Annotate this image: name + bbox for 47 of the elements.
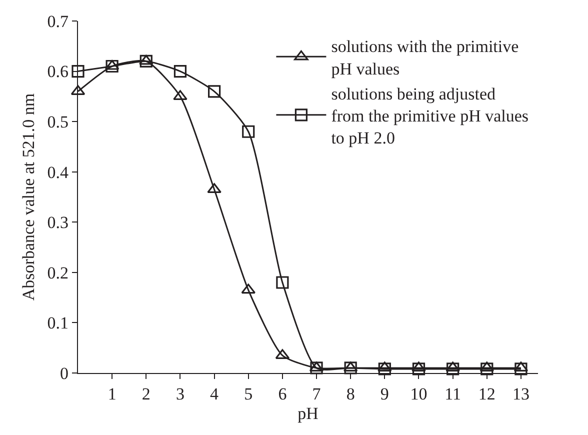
y-tick-label: 0.1 <box>47 314 68 333</box>
point <box>446 362 460 372</box>
point <box>241 284 256 294</box>
point <box>207 183 222 194</box>
x-tick-label: 8 <box>346 384 355 404</box>
x-tick-label: 13 <box>512 384 530 404</box>
y-tick-label: 0.2 <box>47 263 68 282</box>
point <box>140 54 152 68</box>
point <box>310 362 323 374</box>
point <box>514 362 528 376</box>
point <box>276 276 289 289</box>
x-tick-label: 7 <box>312 384 322 404</box>
x-tick-label: 12 <box>478 384 496 404</box>
point <box>139 54 154 65</box>
x-tick-label: 4 <box>210 384 220 404</box>
y-tick-label: 0.6 <box>47 62 68 82</box>
point <box>480 362 494 376</box>
point <box>412 362 426 372</box>
point <box>378 362 391 376</box>
x-tick-label: 5 <box>244 384 253 404</box>
x-tick-label: 10 <box>410 384 428 404</box>
x-tick-label: 1 <box>108 384 116 404</box>
y-tick-label: 0.3 <box>47 213 68 232</box>
point <box>514 362 528 372</box>
y-tick-label: 0 <box>60 364 68 383</box>
x-tick-label: 9 <box>380 384 389 404</box>
point <box>344 362 357 374</box>
x-tick-label: 2 <box>142 384 150 404</box>
y-tick-label: 0.5 <box>47 112 68 132</box>
y-tick-label: 0.7 <box>47 12 69 31</box>
x-axis-title: pH <box>298 404 318 423</box>
point <box>378 362 392 372</box>
x-tick-label: 6 <box>278 384 287 404</box>
point <box>480 362 494 372</box>
legend-label: solutions being adjusted from the primitive pH values to pH 2.0 <box>331 84 529 148</box>
point <box>309 362 324 372</box>
point <box>72 64 84 78</box>
x-tick-label: 3 <box>176 384 184 404</box>
point <box>412 362 426 376</box>
point <box>106 60 118 73</box>
point <box>446 362 460 376</box>
y-axis-title: Absorbance value at 521.0 nm <box>18 93 38 301</box>
point <box>174 64 187 78</box>
x-tick-label: 11 <box>444 384 461 404</box>
point <box>242 125 255 138</box>
point <box>208 85 221 98</box>
y-tick-label: 0.4 <box>47 162 69 182</box>
